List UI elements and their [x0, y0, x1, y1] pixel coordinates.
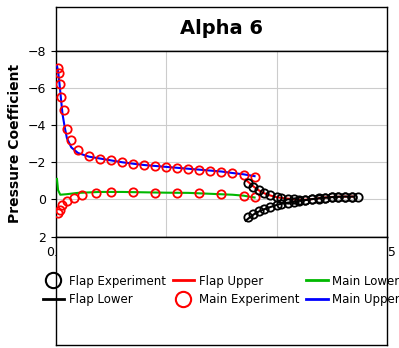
Text: Alpha 6: Alpha 6	[180, 19, 263, 38]
Y-axis label: Pressure Coefficient: Pressure Coefficient	[8, 64, 22, 223]
X-axis label: Position:X (m): Position:X (m)	[160, 265, 282, 280]
Legend: Flap Experiment, Flap Lower, Flap Upper, Main Experiment, Main Lower, Main Upper: Flap Experiment, Flap Lower, Flap Upper,…	[37, 269, 399, 313]
